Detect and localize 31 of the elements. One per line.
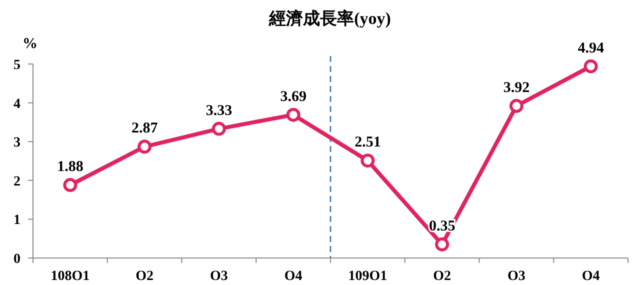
y-axis-title: % (22, 36, 38, 52)
point (435, 237, 450, 252)
x-tick-label: O3 (507, 269, 526, 284)
x-tick-label: O2 (433, 269, 452, 284)
data-label: 2.51 (354, 134, 381, 151)
data-label: 3.69 (280, 88, 306, 105)
point (63, 178, 78, 192)
x-tick-label: 109O1 (348, 269, 388, 284)
y-tick-label: 4 (14, 96, 20, 112)
data-label: 1.88 (57, 159, 84, 176)
x-tick-label: 108O1 (50, 269, 90, 284)
x-tick-label: O4 (284, 269, 302, 284)
point (212, 122, 226, 136)
point (584, 59, 598, 74)
point (138, 140, 152, 154)
y-tick-label: 3 (14, 136, 20, 151)
point (286, 108, 300, 122)
y-tick-label: 5 (14, 58, 20, 73)
data-label: 3.33 (206, 102, 232, 119)
chart-title: 經濟成長率(yoy) (268, 9, 391, 28)
x-tick-label: O4 (582, 269, 600, 284)
data-label: 3.92 (503, 80, 530, 96)
point (360, 154, 375, 168)
y-tick-label: 1 (14, 213, 20, 228)
x-tick-label: O2 (136, 269, 154, 284)
y-tick-label: 0 (14, 252, 20, 267)
data-label: 2.87 (131, 120, 158, 137)
data-label: 4.94 (578, 40, 604, 56)
point (509, 98, 524, 113)
y-tick-label: 2 (14, 174, 20, 190)
x-tick-label: O3 (210, 269, 228, 284)
